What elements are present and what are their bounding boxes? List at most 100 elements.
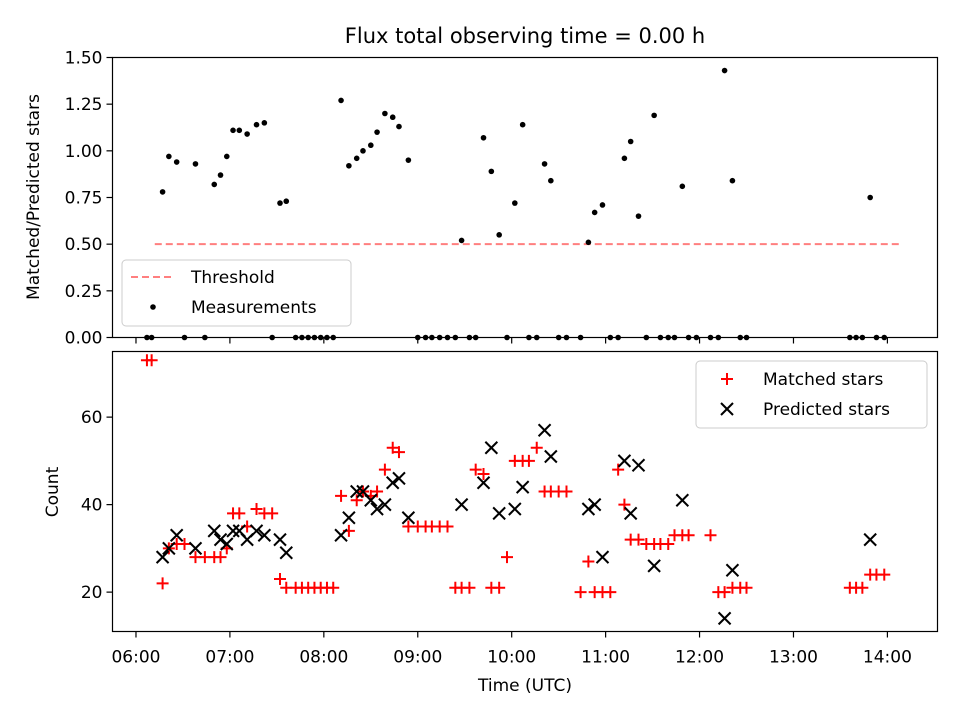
matched-star-point [371,485,384,498]
matched-star-point [378,463,391,476]
predicted-star-point [623,506,638,521]
matched-star-point [214,551,227,564]
predicted-star-point [492,506,506,521]
measurement-point [192,161,199,167]
matched-star-point [618,498,631,511]
predicted-star-point [378,497,392,512]
predicted-star-point [350,484,364,499]
predicted-star-point [581,502,596,516]
x-tick-label: 12:00 [675,648,724,668]
matched-star-point [500,551,513,564]
predicted-star-point [617,454,632,468]
measurement-point [283,198,290,205]
matched-star-point [250,503,263,515]
legend-predicted-swatch [720,402,734,416]
predicted-star-point [364,493,378,507]
predicted-star-point [370,502,384,516]
predicted-star-point [725,563,740,577]
matched-star-point [441,520,454,533]
predicted-star-point [334,528,348,542]
count-y-tick-label: 60 [81,408,103,428]
predicted-star-point [273,532,287,547]
predicted-star-point [213,532,228,547]
measurement-point [230,127,236,134]
x-axis-label: Time (UTC) [477,676,572,696]
ratio-y-axis-label: Matched/Predicted stars [24,94,44,300]
measurement-point [585,239,592,246]
predicted-star-point [207,524,221,538]
figure-title: Flux total observing time = 0.00 h [345,24,705,48]
ratio-y-tick-label: 1.50 [65,49,103,69]
x-tick-label: 11:00 [581,648,630,668]
ratio-y-ticks: 0.00 0.25 0.50 0.75 1.00 1.25 1.50 [65,49,113,349]
predicted-star-point [342,511,356,525]
matched-star-point [145,354,158,367]
predicted-star-point [631,458,646,472]
measurement-point [679,183,686,190]
measurement-point [480,134,487,141]
measurement-point [599,202,606,208]
measurement-point [627,138,634,145]
count-points [140,354,891,626]
x-tick-label: 14:00 [863,648,912,668]
predicted-star-point [484,441,499,455]
ratio-y-tick-label: 0.00 [65,329,103,349]
predicted-star-point [508,502,522,516]
count-legend: Matched stars Predicted stars [695,360,928,429]
matched-star-point [530,441,543,454]
predicted-star-point [392,471,406,486]
measurement-point [217,172,224,178]
measurement-point [496,232,502,238]
matched-star-point [582,555,595,568]
matched-star-point [350,494,363,507]
matched-star-point [233,507,246,520]
ratio-y-tick-label: 0.25 [65,282,103,302]
matched-star-point [612,463,625,476]
measurement-point [159,189,166,195]
measurement-point [338,97,344,104]
measurement-point [261,120,268,126]
measurement-point [396,123,402,130]
measurement-point [173,159,180,165]
x-tick-label: 07:00 [205,648,254,668]
count-y-tick-label: 20 [81,583,103,603]
matched-star-point [604,586,617,599]
legend-matched-label: Matched stars [763,370,883,390]
legend-measurements-label: Measurements [191,298,317,318]
predicted-star-point [249,524,264,538]
predicted-star-point [595,550,610,564]
measurement-point [591,209,598,216]
ratio-legend-box [121,259,352,327]
measurement-point [635,213,642,219]
matched-star-point [856,581,869,594]
matched-star-point [386,441,399,454]
matched-star-point [156,577,169,590]
measurement-point [244,131,250,137]
ratio-legend: Threshold Measurements [121,259,352,327]
measurement-point [223,153,230,160]
measurement-point [277,200,283,206]
predicted-star-point [717,611,732,626]
matched-star-point [574,586,587,599]
predicted-star-point [257,528,272,542]
measurement-point [541,161,548,167]
x-tick-label: 08:00 [299,648,348,668]
x-tick-label: 06:00 [111,648,160,668]
x-tick-label: 10:00 [487,648,536,668]
predicted-star-point [863,532,877,547]
measurement-point [519,121,526,128]
matched-star-point [463,581,476,594]
measurement-point [253,121,260,128]
matched-star-point [682,529,695,542]
measurement-point [729,177,736,184]
ratio-y-tick-label: 0.75 [65,189,103,209]
predicted-star-point [537,423,552,437]
x-tick-label: 09:00 [393,648,442,668]
count-legend-box [695,360,928,429]
measurement-point [374,129,380,135]
measurement-point [211,181,218,188]
measurement-point [389,114,396,121]
measurement-point [512,200,518,206]
